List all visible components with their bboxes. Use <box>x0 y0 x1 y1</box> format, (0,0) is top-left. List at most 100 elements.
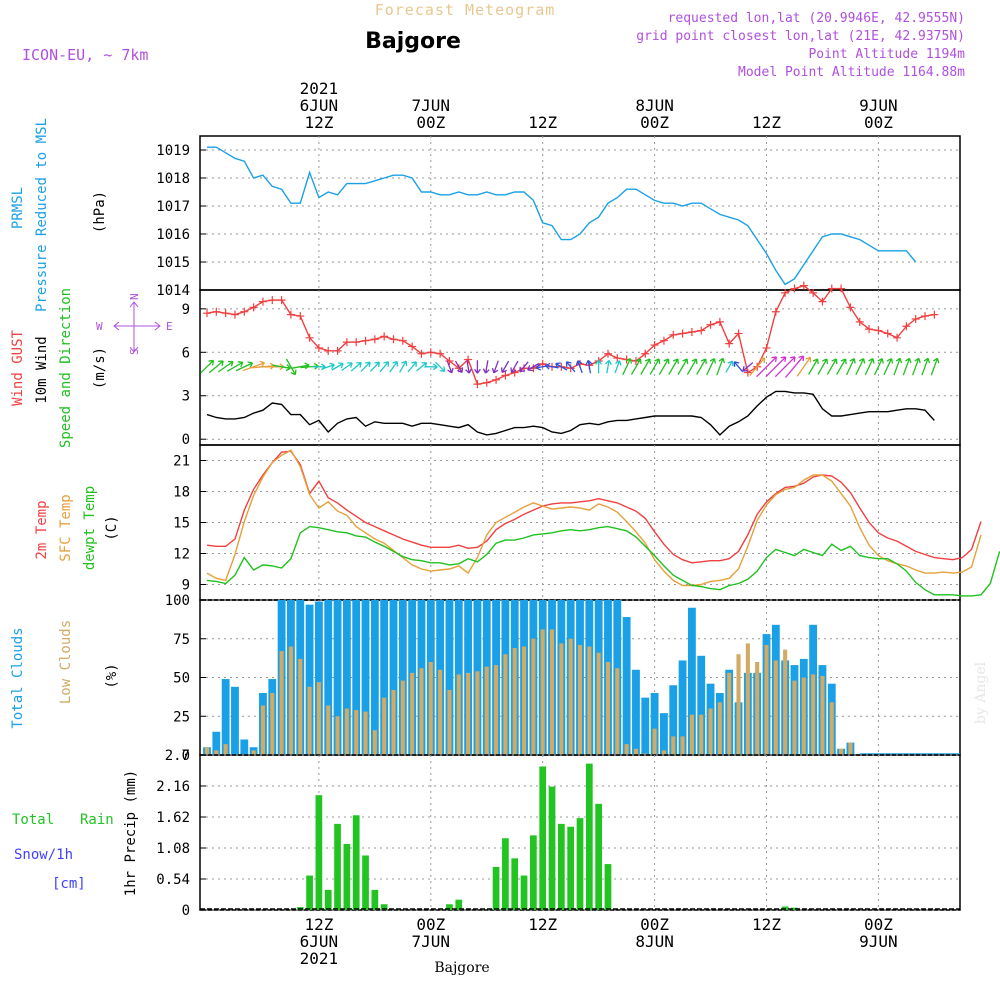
total-cloud-bar <box>380 600 389 755</box>
gust-point <box>492 375 501 384</box>
wind-direction-arrow <box>331 362 344 371</box>
point-altitude: Point Altitude 1194m <box>808 47 965 62</box>
wind-direction-arrow <box>585 359 593 374</box>
y-tick-label: 50 <box>173 671 190 687</box>
bottom-time-label: 12Z <box>528 915 557 934</box>
low-cloud-bar <box>484 666 489 755</box>
low-cloud-bar <box>475 671 480 755</box>
low-cloud-bar <box>503 654 508 755</box>
gust-point <box>846 303 855 312</box>
bottom-time-label: 6JUN <box>300 932 339 951</box>
wind-direction-arrow <box>846 358 856 376</box>
gust-point <box>911 314 920 323</box>
wind-direction-arrow <box>826 358 838 375</box>
y-tick-label: 0.54 <box>156 872 190 888</box>
low-cloud-bar <box>848 742 853 755</box>
wind-direction-arrow <box>785 355 805 378</box>
low-cloud-bar <box>372 730 377 755</box>
prmsl-long-label: Pressure Reduced to MSL <box>34 118 50 312</box>
footer-location: Bajgore <box>434 960 489 976</box>
2m-temp-line <box>206 450 982 564</box>
gust-point <box>921 312 930 321</box>
wind-direction-arrow <box>668 358 679 375</box>
low-cloud-bar <box>260 705 266 755</box>
total-cloud-bar <box>305 604 314 755</box>
gust-point <box>268 296 277 305</box>
gust-point <box>240 307 249 316</box>
wind-direction-arrow <box>341 362 353 372</box>
y-tick-label: 1014 <box>156 283 190 299</box>
top-time-label: 9JUN <box>859 96 898 115</box>
gust-point <box>258 297 267 306</box>
y-tick-label: 1015 <box>156 255 190 271</box>
gust-label: Wind GUST <box>10 330 26 406</box>
y-tick-label: 1016 <box>156 227 190 243</box>
gust-point <box>893 333 902 342</box>
compass-east: E <box>166 320 173 333</box>
dewpt-temp-line <box>206 525 1000 597</box>
low-cloud-bar <box>549 629 555 755</box>
top-time-label: 00Z <box>416 113 445 132</box>
wind-direction-arrow <box>217 360 234 373</box>
total-cloud-bar <box>622 617 631 755</box>
wind-direction-arrow <box>555 362 568 371</box>
total-cloud-bar <box>352 600 361 755</box>
wind-direction-arrow <box>465 360 472 374</box>
rain-bar <box>455 899 463 910</box>
wind-direction-arrow <box>285 358 297 376</box>
low-cloud-bar <box>354 710 359 755</box>
wind-direction-arrow <box>696 358 707 375</box>
wind-direction-arrow <box>527 362 540 372</box>
gust-point <box>389 335 398 344</box>
gust-point <box>482 378 491 387</box>
low-cloud-bar <box>223 744 228 755</box>
wind-direction-arrow <box>575 360 583 374</box>
gust-point <box>678 329 687 338</box>
pressure-panel: 1014 1015 1016 1017 1018 1019 <box>156 135 961 299</box>
total-cloud-bar <box>660 713 668 755</box>
y-tick-label: 2.16 <box>156 779 190 795</box>
wind-direction-arrow <box>473 360 481 374</box>
wind-direction-arrow <box>360 361 371 372</box>
y-tick-label: 25 <box>173 709 190 725</box>
low-cloud-bar <box>456 674 461 755</box>
top-time-label: 12Z <box>304 113 333 132</box>
gust-point <box>249 303 258 312</box>
sfc-temp-line <box>206 449 982 587</box>
watermark: by Angel <box>973 661 989 724</box>
low-cloud-bar <box>419 668 424 755</box>
total-cloud-bar <box>370 600 379 755</box>
top-time-label: 12Z <box>528 113 557 132</box>
gust-point <box>930 310 939 319</box>
wind-direction-arrow <box>200 359 215 374</box>
low-cloud-bar <box>400 680 405 755</box>
rain-bar <box>576 818 584 910</box>
gust-point <box>706 320 715 329</box>
model-altitude: Model Point Altitude 1164.88m <box>738 65 965 80</box>
low-clouds-label: Low Clouds <box>58 620 74 704</box>
rain-bar <box>539 766 547 910</box>
wind-direction-arrow <box>208 360 224 374</box>
wind-direction-arrow <box>911 357 921 376</box>
low-cloud-bar <box>316 682 321 755</box>
gust-point <box>473 380 482 389</box>
wind-direction-arrow <box>491 360 499 374</box>
total-cloud-bar <box>314 601 323 755</box>
low-cloud-bar <box>204 747 210 755</box>
rain-bar <box>567 826 575 910</box>
gust-point <box>790 284 799 293</box>
top-time-label: 00Z <box>640 113 669 132</box>
low-cloud-bar <box>736 654 741 755</box>
rain-bar <box>781 906 789 910</box>
clouds-panel: 0 25 50 75 100 <box>165 593 961 764</box>
wind-direction-arrow <box>519 361 529 373</box>
wind-unit: (m/s) <box>92 347 108 389</box>
rain-bar <box>585 763 593 910</box>
wind-direction-arrow <box>930 357 940 376</box>
low-cloud-bar <box>829 702 834 755</box>
low-cloud-bar <box>326 705 331 755</box>
gust-point <box>837 284 846 293</box>
y-tick-label: 1.08 <box>156 841 190 857</box>
prmsl-line <box>207 146 917 286</box>
